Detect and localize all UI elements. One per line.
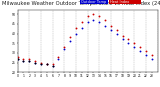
Point (40, 64, 42, 65)
Text: Milwaukee Weather Outdoor Temperature vs Heat Index (24 Hours): Milwaukee Weather Outdoor Temperature vs… (2, 1, 160, 6)
Point (45, 64, 48, 65)
Point (133, 46, 136, 48)
Point (116, 29, 118, 30)
Point (22, 60, 25, 61)
Point (151, 54, 153, 56)
Point (16, 58, 19, 59)
Point (34, 60, 36, 61)
Point (92, 19, 95, 21)
Point (69, 37, 71, 38)
Point (145, 50, 147, 52)
Point (121, 39, 124, 40)
Point (69, 41, 71, 42)
Point (45, 64, 48, 65)
Point (110, 25, 112, 27)
Point (98, 16, 100, 17)
Point (51, 66, 54, 67)
Point (139, 46, 141, 48)
Point (22, 60, 25, 61)
Point (127, 39, 130, 40)
Point (98, 21, 100, 23)
Point (40, 62, 42, 63)
Point (127, 43, 130, 44)
Point (16, 56, 19, 57)
Point (40, 64, 42, 65)
Point (104, 19, 106, 21)
Point (86, 21, 89, 23)
Point (121, 35, 124, 36)
Text: Heat Index: Heat Index (110, 0, 129, 3)
Text: Outdoor Temp: Outdoor Temp (81, 0, 106, 3)
Point (28, 60, 31, 61)
Point (45, 64, 48, 65)
Point (110, 29, 112, 30)
Point (51, 66, 54, 67)
Point (75, 33, 77, 34)
Point (75, 27, 77, 29)
Point (86, 16, 89, 17)
Point (63, 46, 66, 48)
Point (139, 50, 141, 52)
Point (51, 64, 54, 65)
Point (16, 58, 19, 59)
Point (133, 43, 136, 44)
Point (28, 58, 31, 59)
Point (80, 21, 83, 23)
Point (116, 33, 118, 34)
Point (80, 27, 83, 29)
Point (22, 58, 25, 59)
Point (151, 58, 153, 59)
Point (104, 25, 106, 27)
Point (57, 58, 60, 59)
Point (34, 62, 36, 63)
Point (34, 62, 36, 63)
Point (92, 14, 95, 15)
Point (57, 56, 60, 57)
Point (28, 60, 31, 61)
Point (145, 54, 147, 56)
Point (63, 48, 66, 50)
